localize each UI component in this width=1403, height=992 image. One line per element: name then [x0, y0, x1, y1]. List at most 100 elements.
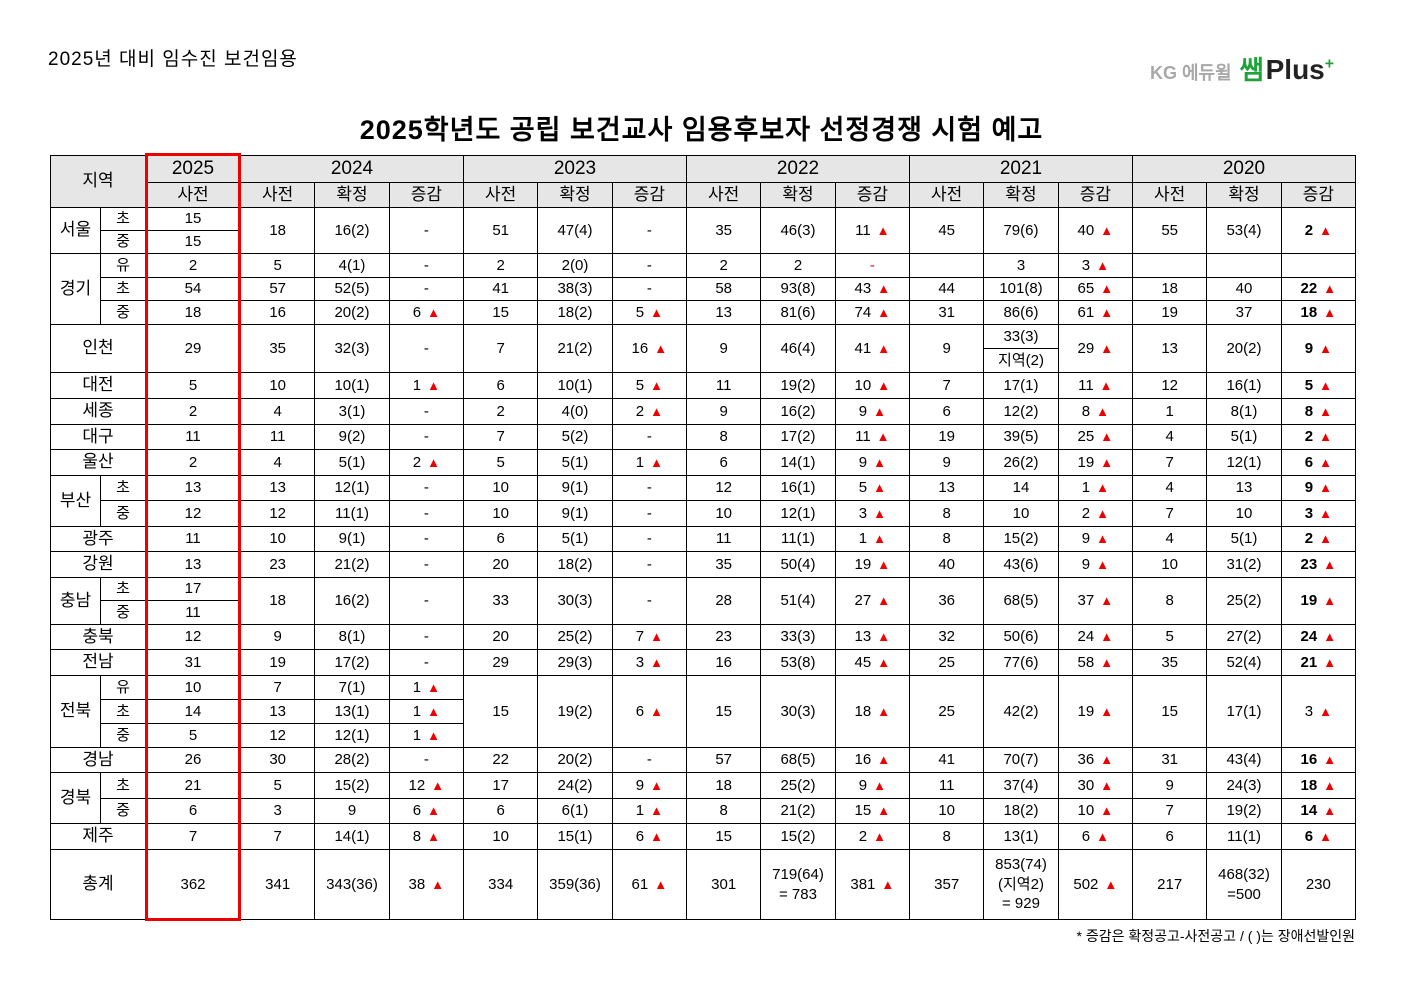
cell-value: 10: [492, 504, 509, 522]
cell-value: 61: [631, 875, 649, 893]
up-triangle-icon: ▲: [1319, 429, 1332, 445]
kg-eduwill-logo: KG 에듀윌 쌤 Plus+: [1150, 50, 1334, 87]
table-cell: 9 ▲: [611, 772, 688, 799]
cell-value: 16: [715, 653, 732, 671]
cell-value: 16(1): [780, 479, 816, 497]
cell-value: 5: [273, 256, 282, 274]
cell-value: 3: [1081, 256, 1091, 274]
table-cell: 22: [462, 747, 539, 773]
table-cell: 5: [462, 449, 539, 476]
table-cell: 70(7): [983, 747, 1059, 773]
up-triangle-icon: ▲: [1319, 340, 1332, 356]
table-cell: 25(2): [1206, 577, 1282, 625]
table-cell: 11: [685, 526, 762, 552]
up-triangle-icon: ▲: [873, 828, 886, 844]
table-cell: 28: [685, 577, 762, 625]
cell-value: 7: [1165, 504, 1174, 522]
table-cell: 7: [239, 823, 316, 850]
cell-value: 경북: [59, 787, 92, 807]
cell-value: 15: [715, 702, 732, 720]
up-triangle-icon: ▲: [873, 454, 886, 470]
up-triangle-icon: ▲: [1323, 593, 1337, 609]
up-triangle-icon: ▲: [427, 454, 440, 470]
table-cell: -: [388, 577, 465, 625]
table-cell: 502 ▲: [1057, 849, 1134, 920]
header-sub: 증감: [1057, 182, 1134, 208]
cell-value: 6: [412, 802, 422, 820]
cell-value: 40: [1235, 280, 1253, 298]
table-cell: 21(2): [537, 324, 613, 373]
cell-value: 초: [116, 580, 130, 598]
cell-value: 16: [1300, 751, 1318, 769]
cell-value: 93(8): [780, 280, 816, 298]
cell-value: 17(1): [1003, 376, 1039, 394]
cell-value: 24(2): [557, 776, 593, 794]
cell-value: 6: [942, 402, 951, 420]
table-cell: 230: [1280, 849, 1357, 920]
cell-value: 7: [1165, 453, 1174, 471]
up-triangle-icon: ▲: [873, 777, 886, 793]
table-cell: 11(1): [760, 526, 836, 552]
up-triangle-icon: ▲: [873, 403, 886, 419]
cell-value: 24: [1077, 628, 1095, 646]
table-cell: 7: [462, 424, 539, 450]
table-cell: 362: [145, 849, 241, 920]
up-triangle-icon: ▲: [881, 876, 895, 892]
cell-value: 20(2): [557, 751, 593, 769]
table-cell: 12: [145, 500, 241, 527]
cell-value: 7(1): [338, 678, 366, 696]
up-triangle-icon: ▲: [1323, 752, 1337, 768]
table-cell: 8 ▲: [388, 823, 465, 850]
table-cell: 50(4): [760, 551, 836, 578]
cell-value: 41: [854, 339, 872, 357]
table-cell: 15: [145, 207, 241, 231]
header-sub: 증감: [388, 182, 465, 208]
cell-value: 10: [854, 376, 872, 394]
table-cell: 8 ▲: [1057, 398, 1134, 425]
table-cell: 지역(2): [983, 348, 1059, 373]
region-label: 인천: [50, 324, 146, 373]
table-cell: 4: [1131, 526, 1208, 552]
cell-value: 8(1): [1230, 402, 1258, 420]
cell-value: 1: [412, 376, 422, 394]
table-cell: 29(3): [537, 649, 613, 676]
table-cell: 13: [1131, 324, 1208, 373]
table-cell: 37(4): [983, 772, 1059, 799]
table-cell: 19 ▲: [1057, 675, 1134, 748]
cell-value: 중: [116, 233, 130, 251]
cell-value: 30(3): [780, 702, 816, 720]
cell-value: 77(6): [1003, 653, 1039, 671]
page-title: 2025학년도 공립 보건교사 임용후보자 선정경쟁 시험 예고: [359, 115, 1044, 145]
table-cell: 74 ▲: [834, 300, 911, 325]
cell-value: -: [646, 504, 652, 522]
table-cell: 21(2): [760, 798, 836, 824]
table-cell: 6: [1131, 823, 1208, 850]
table-cell: 16 ▲: [1280, 747, 1357, 773]
header-sub: 확정: [983, 182, 1059, 208]
table-cell: 55: [1131, 207, 1208, 254]
table-cell: 57: [239, 277, 316, 301]
table-cell: 3(1): [314, 398, 390, 425]
table-cell: 31: [908, 300, 985, 325]
cell-value: 26(2): [1003, 453, 1039, 471]
cell-value: 1: [412, 678, 422, 696]
cell-value: 5: [635, 303, 645, 321]
table-cell: [1131, 253, 1208, 278]
cell-value: 2: [858, 827, 868, 845]
cell-value: 7: [496, 339, 505, 357]
table-cell: -: [611, 277, 688, 301]
table-cell: 5: [1131, 624, 1208, 650]
table-cell: 3 ▲: [611, 649, 688, 676]
cell-value: 334: [488, 875, 514, 893]
cell-value: 35: [715, 221, 732, 239]
table-cell: 10: [462, 475, 539, 501]
table-cell: -: [611, 424, 688, 450]
up-triangle-icon: ▲: [427, 803, 440, 819]
cell-value: 79(6): [1003, 221, 1039, 239]
cell-value: 2: [1081, 504, 1091, 522]
table-cell: 334: [462, 849, 539, 920]
cell-value: 44: [938, 280, 955, 298]
recruitment-table: 지역 2025 2024 2023 2022 2021 2020 사전 사전 확정 증감 사전 확정 증감…: [50, 155, 1357, 920]
table-cell: 2 ▲: [834, 823, 911, 850]
cell-value: -: [646, 221, 652, 239]
